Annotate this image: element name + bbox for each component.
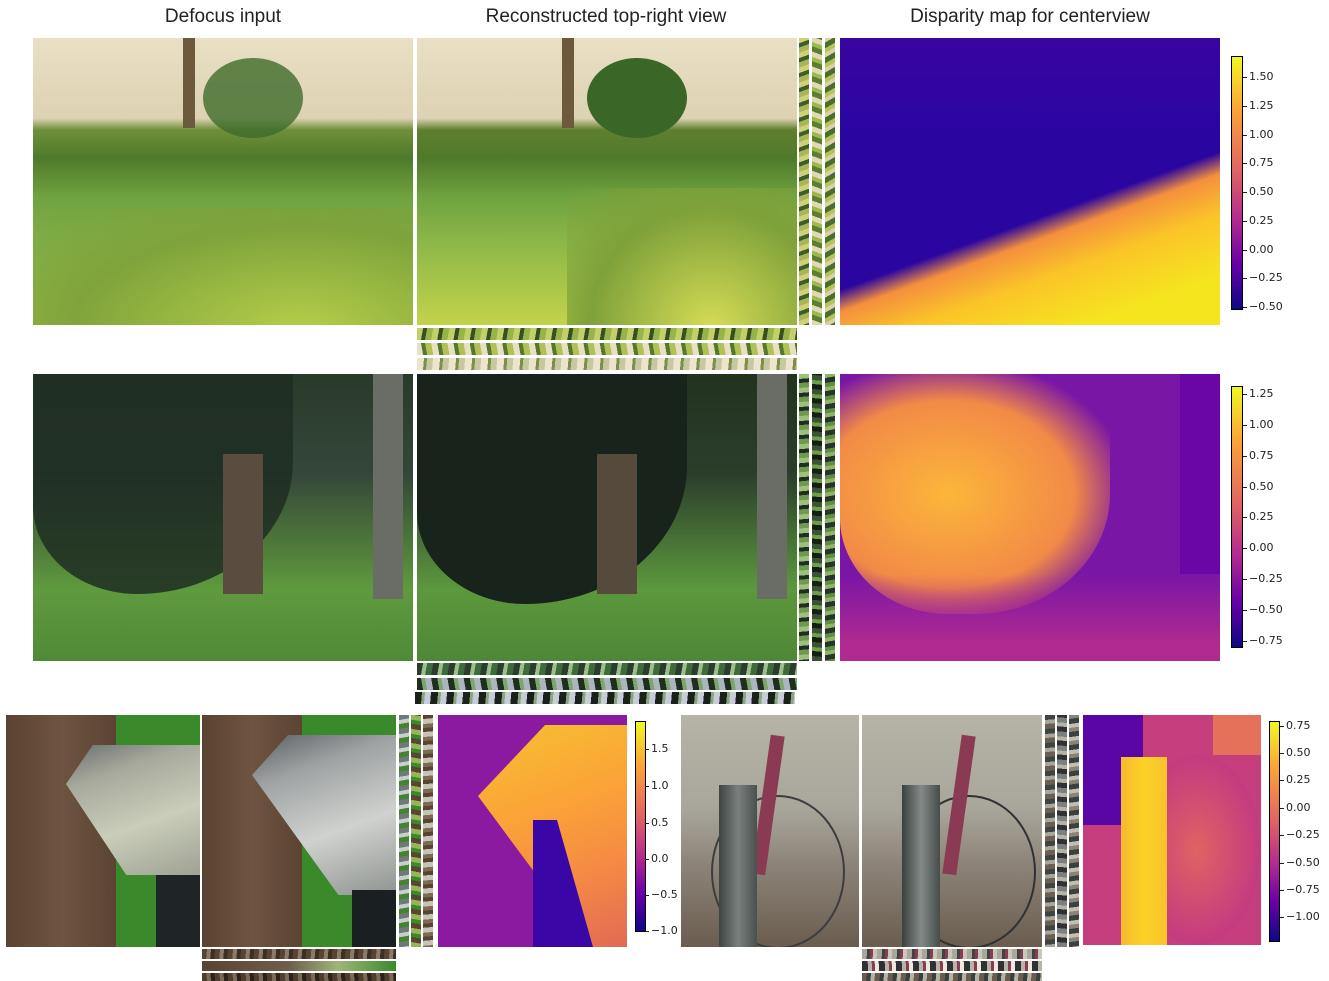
- row3b-tick: −0.75: [1280, 883, 1320, 896]
- row3b-vertical-epi-strip-3: [1069, 715, 1079, 947]
- row3a-colorbar: [635, 721, 646, 932]
- row1-horizontal-epi-strip-2: [417, 343, 797, 355]
- row1-tick: 0.00: [1243, 243, 1274, 256]
- row1-disparity-map: [840, 38, 1220, 325]
- row2-tick: 0.75: [1243, 449, 1274, 462]
- row3b-tick: 0.25: [1280, 773, 1311, 786]
- row1-vertical-epi-strip-2: [812, 38, 822, 325]
- row2-reconstructed-image: [417, 374, 797, 661]
- row3b-vertical-epi-strip-2: [1057, 715, 1067, 947]
- row1-tick: 0.50: [1243, 185, 1274, 198]
- row3b-tick: 0.75: [1280, 719, 1311, 732]
- header-disparity-map: Disparity map for centerview: [910, 6, 1150, 27]
- row3b-tick: 0.00: [1280, 801, 1311, 814]
- row3b-tick: −1.00: [1280, 910, 1320, 923]
- row1-colorbar: [1231, 56, 1243, 310]
- row3a-disparity-map: [438, 715, 627, 947]
- row1-tick: −0.50: [1243, 300, 1283, 313]
- row3a-vertical-epi-strip-2: [411, 715, 421, 947]
- row2-horizontal-epi-strip-2: [417, 678, 797, 690]
- row3a-vertical-epi-strip-3: [423, 715, 433, 947]
- row2-tick: 1.00: [1243, 418, 1274, 431]
- row3b-tick: −0.25: [1280, 828, 1320, 841]
- row1-tick: 1.50: [1243, 70, 1274, 83]
- row2-defocus-image: [33, 374, 413, 661]
- row2-tick: −0.50: [1243, 603, 1283, 616]
- row3b-colorbar: [1269, 721, 1280, 942]
- row2-vertical-epi-strip-2: [812, 374, 822, 661]
- row3b-horizontal-epi-strip-1: [862, 949, 1042, 959]
- row3a-tick: 0.0: [645, 852, 669, 865]
- row2-tick: 0.25: [1243, 510, 1274, 523]
- row3b-reconstructed-image: [862, 715, 1042, 947]
- row3a-tick: 1.5: [645, 742, 669, 755]
- row3b-tick: −0.50: [1280, 856, 1320, 869]
- row1-vertical-epi-strip-3: [825, 38, 835, 325]
- row1-tick: 0.75: [1243, 156, 1274, 169]
- row3b-horizontal-epi-strip-3: [862, 973, 1042, 981]
- row1-defocus-image: [33, 38, 413, 325]
- row1-vertical-epi-strip-1: [799, 38, 809, 325]
- header-defocus-input: Defocus input: [164, 6, 282, 27]
- row1-tick: 1.25: [1243, 99, 1274, 112]
- row3a-tick: 1.0: [645, 779, 669, 792]
- row2-horizontal-epi-strip-1: [417, 663, 797, 675]
- header-reconstructed-view: Reconstructed top-right view: [485, 6, 727, 27]
- row3a-vertical-epi-strip-1: [399, 715, 409, 947]
- row3a-defocus-image: [6, 715, 200, 947]
- row3a-tick: 0.5: [645, 816, 669, 829]
- row3a-tick: −0.5: [645, 888, 678, 901]
- row2-tick: 0.00: [1243, 541, 1274, 554]
- row3a-tick: −1.0: [645, 924, 678, 937]
- row2-tick: −0.75: [1243, 634, 1283, 647]
- row1-reconstructed-image: [417, 38, 797, 325]
- row2-horizontal-epi-strip-3: [415, 692, 795, 704]
- row2-vertical-epi-strip-3: [825, 374, 835, 661]
- row3b-tick: 0.50: [1280, 746, 1311, 759]
- row1-tick: −0.25: [1243, 271, 1283, 284]
- row2-disparity-map: [840, 374, 1220, 661]
- row2-vertical-epi-strip-1: [799, 374, 809, 661]
- row3b-vertical-epi-strip-1: [1045, 715, 1055, 947]
- row2-tick: 1.25: [1243, 387, 1274, 400]
- row1-tick: 1.00: [1243, 128, 1274, 141]
- row3b-horizontal-epi-strip-2: [862, 961, 1042, 971]
- row2-tick: 0.50: [1243, 480, 1274, 493]
- row3b-disparity-map: [1083, 715, 1261, 945]
- row3a-reconstructed-image: [202, 715, 396, 947]
- row1-horizontal-epi-strip-3: [417, 358, 797, 370]
- row1-horizontal-epi-strip-1: [417, 328, 797, 340]
- row2-tick: −0.25: [1243, 572, 1283, 585]
- row2-colorbar: [1231, 386, 1243, 648]
- row3a-horizontal-epi-strip-1: [202, 949, 396, 959]
- row3a-horizontal-epi-strip-3: [202, 973, 396, 981]
- row3a-horizontal-epi-strip-2: [202, 961, 396, 971]
- row1-tick: 0.25: [1243, 214, 1274, 227]
- row3b-defocus-image: [681, 715, 859, 947]
